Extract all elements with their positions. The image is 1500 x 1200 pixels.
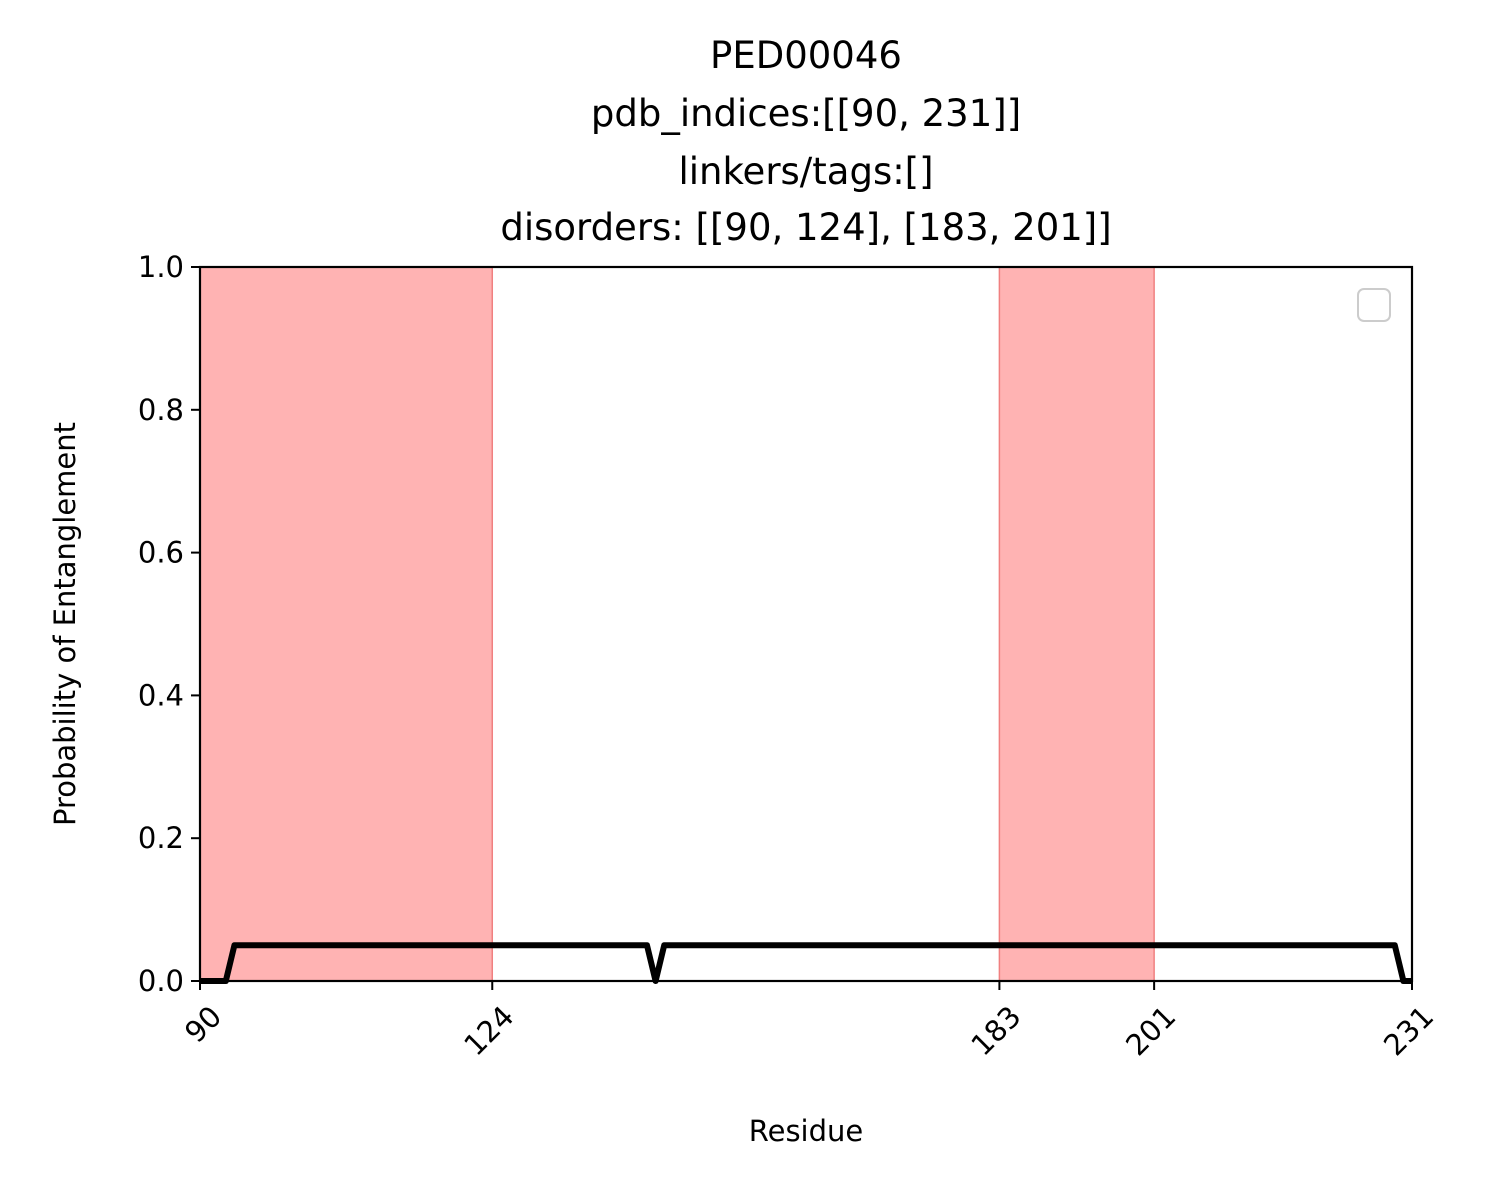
y-axis: 0.0 0.2 0.4 0.6 0.8 1.0 (138, 250, 200, 998)
y-tick-label: 0.8 (138, 393, 184, 427)
legend-box (1357, 288, 1391, 322)
y-tick-label: 0.4 (138, 678, 184, 712)
disorder-region-1 (199, 266, 494, 982)
title-line-2: pdb_indices:[[90, 231]] (591, 92, 1021, 135)
y-axis-label: Probability of Entanglement (48, 422, 82, 826)
plot-frame (198, 265, 1414, 983)
x-axis-label: Residue (749, 1114, 864, 1148)
y-tick-label: 0.0 (138, 964, 184, 998)
x-tick-label: 124 (457, 999, 520, 1062)
disorder-region-2 (998, 266, 1155, 982)
x-tick-label: 201 (1119, 999, 1182, 1062)
x-tick-label: 183 (964, 999, 1027, 1062)
title-line-1: PED00046 (710, 34, 902, 77)
y-tick-label: 0.6 (138, 536, 184, 570)
title-line-3: linkers/tags:[] (678, 150, 933, 193)
x-tick-label: 231 (1377, 999, 1440, 1062)
x-tick-label: 90 (178, 999, 228, 1049)
title-line-4: disorders: [[90, 124], [183, 201]] (500, 206, 1111, 249)
y-tick-label: 0.2 (138, 821, 184, 855)
disorder-regions (199, 266, 1155, 982)
y-tick-label: 1.0 (138, 250, 184, 284)
x-axis: 90 124 183 201 231 (178, 981, 1440, 1062)
chart-title: PED00046 pdb_indices:[[90, 231]] linkers/t… (500, 34, 1111, 249)
